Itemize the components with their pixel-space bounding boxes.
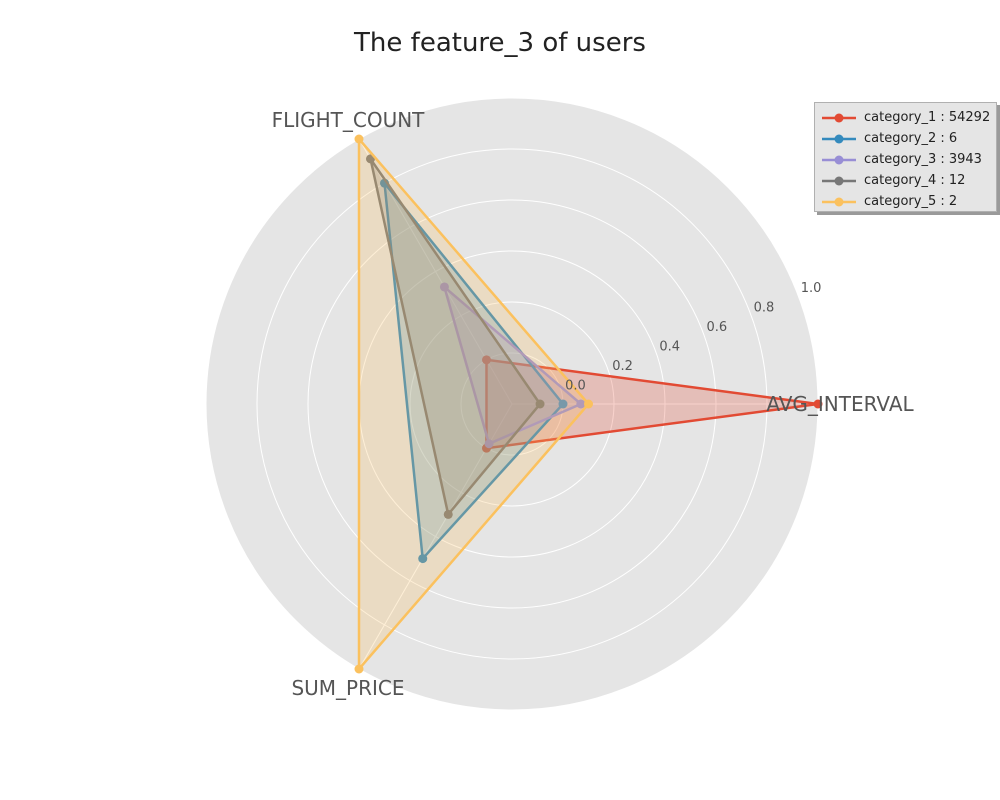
legend-swatch [822, 197, 856, 206]
data-point [418, 554, 428, 564]
series-line [442, 283, 584, 446]
data-point [584, 399, 593, 409]
legend: category_1 : 54292 category_2 : 6 category… [814, 102, 997, 212]
data-point [439, 282, 449, 292]
axis-label: SUM_PRICE [291, 676, 404, 700]
axis-label: FLIGHT_COUNT [272, 108, 426, 132]
legend-swatch [822, 113, 856, 122]
series-area [384, 183, 563, 559]
series-line [369, 158, 542, 518]
data-point [482, 355, 491, 365]
data-point [443, 509, 453, 519]
r-tick-label: 0.0 [565, 378, 586, 393]
r-tick-label: 1.0 [801, 281, 822, 296]
legend-label: category_4 : 12 [864, 173, 966, 188]
data-point [354, 134, 364, 144]
legend-item: category_2 : 6 [821, 128, 996, 149]
legend-swatch [822, 155, 856, 164]
legend-label: category_3 : 3943 [864, 152, 982, 167]
label-layer: 0.0 0.2 0.4 0.6 0.8 1.0 AVG_INTERVAL FLIGHT_COU… [272, 108, 915, 700]
legend-swatch [822, 134, 856, 143]
series-line [382, 179, 565, 562]
r-tick-label: 0.2 [612, 359, 633, 374]
r-tick-label: 0.8 [754, 300, 775, 315]
data-point [535, 399, 545, 409]
legend-item: category_4 : 12 [821, 170, 996, 191]
data-point [354, 664, 364, 674]
series-line [485, 358, 819, 450]
legend-item: category_5 : 2 [821, 191, 996, 212]
legend-label: category_5 : 2 [864, 194, 958, 209]
data-point [484, 439, 494, 449]
series-layer [354, 134, 823, 674]
chart-title: The feature_3 of users [354, 28, 646, 58]
series-line [357, 135, 591, 673]
data-point [558, 399, 568, 409]
legend-item: category_1 : 54292 [821, 107, 996, 128]
data-point [813, 399, 823, 409]
data-point [576, 399, 586, 409]
series-area [359, 139, 589, 669]
axis-label: AVG_INTERVAL [766, 392, 914, 416]
legend-label: category_2 : 6 [864, 131, 958, 146]
r-tick-label: 0.4 [659, 339, 680, 354]
r-tick-label: 0.6 [706, 320, 727, 335]
legend-label: category_1 : 54292 [864, 110, 991, 125]
series-area [370, 158, 540, 515]
legend-item: category_3 : 3943 [821, 149, 996, 170]
legend-swatch [822, 176, 856, 185]
